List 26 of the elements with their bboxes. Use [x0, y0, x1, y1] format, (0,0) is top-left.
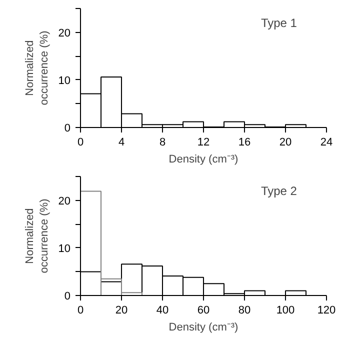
x-tick-label: 4 — [118, 136, 125, 148]
y-tick-label: 10 — [58, 74, 71, 87]
x-tick-label: 24 — [320, 136, 333, 148]
y-tick-label: 20 — [58, 27, 71, 40]
y-axis-title: Normalized occurrence (%) — [24, 30, 50, 106]
x-axis-title: Density (cm⁻³) — [168, 322, 238, 334]
x-tick-label: 100 — [276, 304, 295, 316]
annotation: Type 2 — [260, 184, 298, 198]
x-tick-label: 80 — [238, 304, 251, 316]
x-tick-label: 12 — [197, 136, 210, 148]
x-tick-label: 0 — [77, 136, 84, 148]
annotation: Type 1 — [260, 16, 298, 30]
x-tick-label: 120 — [317, 304, 336, 316]
y-tick-label: 20 — [58, 195, 71, 208]
x-tick-label: 16 — [238, 136, 251, 148]
x-tick-label: 8 — [159, 136, 166, 148]
x-axis-title: Density (cm⁻³) — [168, 154, 238, 166]
y-tick-label: 10 — [58, 242, 71, 255]
y-tick-label: 0 — [64, 290, 71, 302]
x-tick-label: 40 — [156, 304, 169, 316]
y-axis-title: Normalized occurrence (%) — [24, 198, 50, 274]
x-tick-label: 60 — [197, 304, 210, 316]
y-tick-label: 0 — [64, 122, 71, 134]
x-tick-label: 20 — [279, 136, 292, 148]
x-tick-label: 0 — [77, 304, 84, 316]
x-tick-label: 20 — [115, 304, 128, 316]
